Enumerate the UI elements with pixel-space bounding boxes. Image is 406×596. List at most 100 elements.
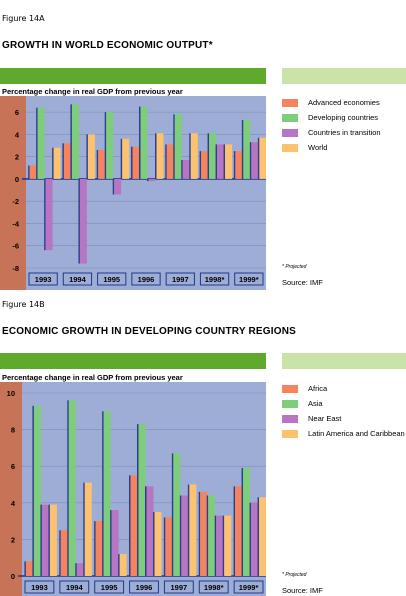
bar-shadow (48, 504, 50, 576)
bar-asia-1998 (208, 495, 216, 576)
figure-14b-title: ECONOMIC GROWTH IN DEVELOPING COUNTRY RE… (2, 326, 297, 337)
legend-swatch (282, 415, 298, 423)
bar-shadow (147, 178, 149, 182)
bar-developing-countries-1995 (106, 112, 114, 179)
bar-shadow (233, 151, 236, 179)
x-tick-box (28, 272, 58, 286)
bar-shadow (36, 107, 38, 179)
x-tick-box (62, 272, 93, 286)
bar-near-east-1999 (251, 502, 259, 576)
legend-swatch (282, 144, 298, 152)
legend-label: Near East (308, 414, 342, 423)
bar-near-east-1998 (216, 515, 224, 576)
bar-asia-1997 (173, 453, 181, 576)
bar-near-east-1995 (111, 510, 119, 576)
bar-shadow (110, 510, 112, 576)
bar-developing-countries-1994 (71, 104, 79, 179)
bar-shadow (198, 491, 201, 576)
bar-near-east-1997 (181, 495, 189, 576)
bar-shadow (171, 453, 174, 576)
legend-swatch (282, 129, 298, 137)
bar-shadow (139, 106, 141, 179)
legend-swatch (282, 114, 298, 122)
y-tick-label: 6 (11, 462, 15, 471)
bar-countries-in-transition-1994 (79, 178, 87, 264)
bar-latin-america-and-caribbean-1994 (84, 482, 92, 576)
figure-14a-title: GROWTH IN WORLD ECONOMIC OUTPUT* (2, 40, 213, 51)
bar-shadow (52, 147, 54, 179)
bar-shadow (96, 149, 99, 179)
x-tick-label: 1995 (103, 275, 120, 284)
bar-developing-countries-1998 (209, 133, 217, 179)
legend-swatch (282, 430, 298, 438)
y-tick-label: 2 (11, 535, 15, 544)
bar-shadow (83, 482, 85, 576)
bar-shadow (137, 424, 139, 576)
x-tick-label: 1996 (136, 583, 153, 592)
bar-africa-1997 (165, 517, 173, 576)
bar-shadow (249, 142, 252, 179)
bar-shadow (206, 495, 209, 576)
bar-shadow (173, 114, 175, 179)
bar-developing-countries-1993 (37, 107, 45, 179)
bar-shadow (163, 517, 166, 576)
bar-africa-1998 (200, 491, 208, 576)
x-tick-label: 1993 (35, 275, 52, 284)
bar-shadow (70, 104, 72, 179)
bar-shadow (75, 563, 77, 576)
bar-latin-america-and-caribbean-1993 (49, 504, 57, 576)
bar-world-1997 (190, 133, 198, 179)
y-tick-label: 8 (11, 426, 15, 435)
legend-label: Advanced economies (308, 98, 380, 107)
bar-shadow (112, 178, 115, 195)
bar-shadow (257, 497, 260, 576)
figure-14a-legend-band (282, 68, 406, 84)
bar-shadow (104, 112, 107, 179)
figure-14a-chart: 6 4 2 0 -2 -4 -6 -8 1993 1994 1995 1996 1997 1998* 199… (0, 96, 266, 290)
figure-14b-header-band (0, 353, 266, 369)
y-tick-label: 4 (15, 130, 20, 139)
x-tick-label: 1997 (172, 275, 189, 284)
x-tick-label: 1996 (138, 275, 155, 284)
x-tick-box (199, 272, 230, 286)
bar-developing-countries-1996 (140, 106, 148, 179)
bar-advanced-economies-1997 (166, 144, 174, 179)
bar-world-1996 (156, 133, 164, 179)
bar-shadow (153, 511, 155, 576)
bar-near-east-1994 (76, 563, 84, 576)
bar-shadow (241, 468, 244, 576)
bar-countries-in-transition-1996 (148, 178, 156, 182)
x-tick-label: 1995 (101, 583, 118, 592)
figure-14b-legend-band (282, 353, 406, 369)
bar-shadow (257, 137, 260, 179)
x-tick-label: 1999* (239, 275, 259, 284)
bar-shadow (189, 133, 191, 179)
bar-shadow (67, 400, 69, 576)
bar-africa-1993 (25, 561, 33, 576)
bar-countries-in-transition-1999 (251, 142, 259, 179)
bar-developing-countries-1999 (243, 119, 251, 179)
bar-shadow (129, 475, 131, 576)
bar-asia-1994 (68, 400, 76, 576)
bar-advanced-economies-1994 (63, 143, 71, 179)
bar-asia-1993 (33, 405, 41, 576)
x-tick-box (24, 580, 55, 594)
bar-countries-in-transition-1997 (182, 160, 190, 179)
figure-14b-subtitle: Percentage change in real GDP from previ… (2, 373, 183, 382)
bar-shadow (187, 484, 190, 576)
y-axis-panel (0, 382, 22, 596)
bar-asia-1995 (103, 411, 111, 576)
bar-latin-america-and-caribbean-1998 (224, 515, 232, 576)
figure-14a-label: Figure 14A (2, 14, 45, 23)
bar-shadow (181, 160, 183, 179)
bar-shadow (214, 515, 217, 576)
bar-world-1993 (53, 147, 61, 179)
bar-advanced-economies-1998 (201, 151, 209, 179)
bar-shadow (165, 144, 167, 179)
y-tick-label: 4 (11, 499, 16, 508)
bar-advanced-economies-1999 (235, 151, 243, 179)
legend-label: Asia (308, 399, 323, 408)
y-tick-label: -6 (12, 242, 19, 251)
bar-asia-1999 (243, 468, 251, 576)
x-tick-box (198, 580, 229, 594)
